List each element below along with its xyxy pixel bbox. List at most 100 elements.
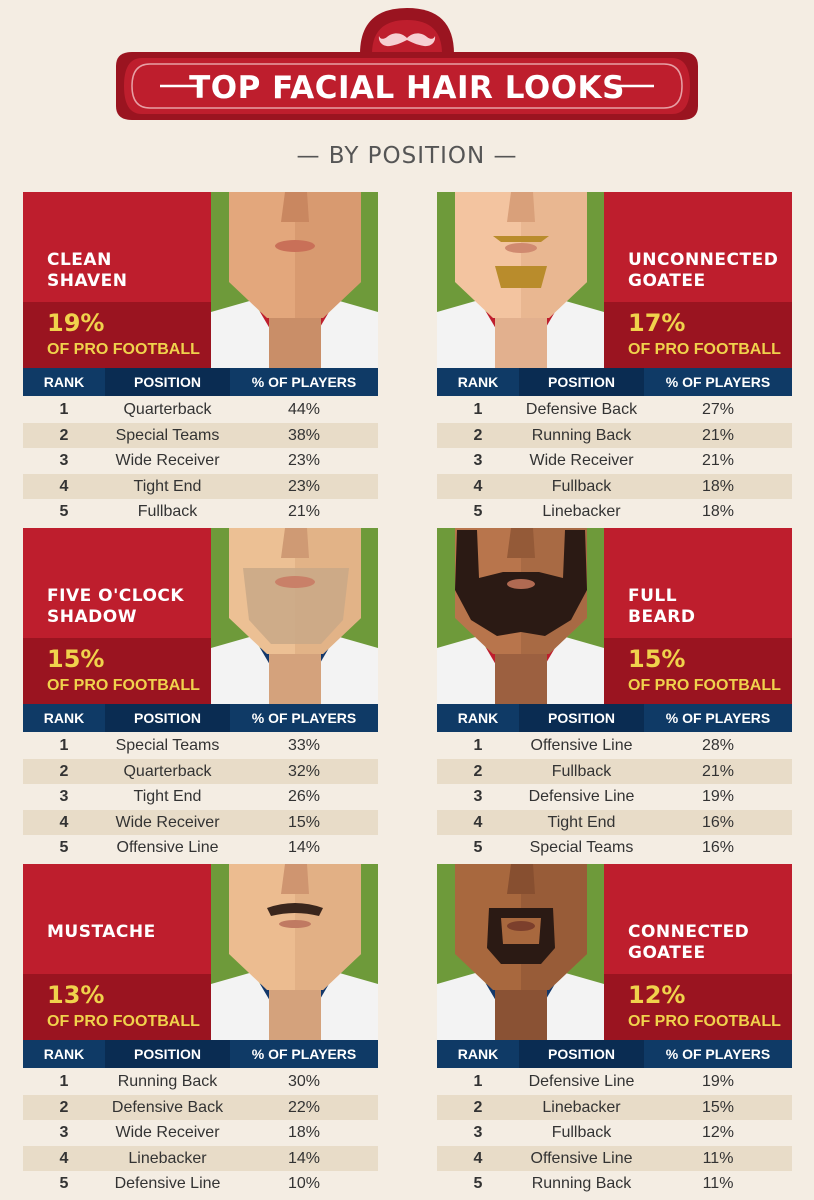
- table-row: 4 Offensive Line 11%: [437, 1145, 792, 1172]
- cell-pct: 12%: [701, 1124, 735, 1142]
- cell-rank: 4: [59, 813, 69, 831]
- cell-pct: 38%: [287, 426, 321, 444]
- cell-rank: 4: [59, 477, 69, 495]
- table-header: RANK POSITION % OF PLAYERS: [23, 1040, 378, 1068]
- table-header: RANK POSITION % OF PLAYERS: [437, 704, 792, 732]
- cell-position: Running Back: [531, 426, 632, 444]
- table-row: 5 Fullback 21%: [23, 499, 378, 525]
- cell-rank: 5: [473, 1175, 483, 1193]
- table-row: 1 Special Teams 33%: [23, 733, 378, 759]
- cell-rank: 2: [473, 1098, 483, 1116]
- cell-position: Linebacker: [128, 1149, 207, 1167]
- header-pct: % OF PLAYERS: [644, 704, 792, 732]
- cell-pct: 19%: [701, 788, 735, 806]
- cell-pct: 33%: [287, 737, 321, 754]
- table-row: 4 Tight End 16%: [437, 809, 792, 836]
- header-position: POSITION: [519, 704, 644, 732]
- ranking-table: 1 Defensive Line 19% 2 Linebacker 15% 3 Fullb…: [437, 1069, 792, 1197]
- style-percent: 13%: [47, 981, 105, 1009]
- page-title: TOP FACIAL HAIR LOOKS: [189, 70, 625, 106]
- table-row: 4 Wide Receiver 15%: [23, 809, 378, 836]
- table-row: 4 Linebacker 14%: [23, 1145, 378, 1172]
- cell-pct: 21%: [701, 452, 735, 470]
- cell-pct: 27%: [701, 401, 735, 418]
- cell-position: Fullback: [551, 1124, 612, 1142]
- style-percent: 17%: [628, 309, 686, 337]
- style-percent: 19%: [47, 309, 105, 337]
- cell-position: Special Teams: [115, 737, 220, 754]
- cell-rank: 5: [473, 839, 483, 857]
- cell-pct: 16%: [701, 813, 735, 831]
- connected-goatee-face-illustration: [437, 864, 604, 1040]
- cell-pct: 21%: [701, 762, 735, 780]
- table-row: 3 Wide Receiver 21%: [437, 448, 792, 474]
- card-hero: CLEAN SHAVEN 19% OF PRO FOOTBALL: [23, 192, 378, 368]
- cell-pct: 15%: [701, 1098, 735, 1116]
- pct-of-pro-label: OF PRO FOOTBALL: [628, 1013, 781, 1030]
- card-hero: FULL BEARD 15% OF PRO FOOTBALL: [437, 528, 792, 704]
- table-header: RANK POSITION % OF PLAYERS: [23, 368, 378, 396]
- ranking-table: 1 Quarterback 44% 2 Special Teams 38% 3 Wide …: [23, 397, 378, 525]
- cell-pct: 14%: [287, 1149, 321, 1167]
- table-row: 1 Quarterback 44%: [23, 397, 378, 423]
- cell-rank: 3: [473, 788, 483, 806]
- header-rank: RANK: [23, 368, 105, 396]
- cell-position: Linebacker: [542, 503, 621, 521]
- table-row: 2 Fullback 21%: [437, 758, 792, 785]
- cell-position: Fullback: [137, 503, 198, 521]
- table-row: 1 Running Back 30%: [23, 1069, 378, 1095]
- cell-pct: 28%: [701, 737, 735, 754]
- cell-pct: 11%: [702, 1175, 734, 1193]
- cell-pct: 23%: [287, 477, 321, 495]
- table-row: 2 Special Teams 38%: [23, 422, 378, 449]
- table-row: 2 Running Back 21%: [437, 422, 792, 449]
- header-rank: RANK: [437, 704, 519, 732]
- cell-position: Tight End: [133, 477, 202, 495]
- cell-position: Special Teams: [115, 426, 220, 444]
- cell-pct: 11%: [702, 1149, 734, 1167]
- ranking-table: 1 Running Back 30% 2 Defensive Back 22% 3 Wid…: [23, 1069, 378, 1197]
- mustache-icon: [378, 33, 436, 47]
- table-header: RANK POSITION % OF PLAYERS: [437, 368, 792, 396]
- card-clean-shaven: CLEAN SHAVEN 19% OF PRO FOOTBALL RANK PO…: [23, 192, 378, 528]
- cell-pct: 21%: [287, 503, 321, 521]
- table-row: 2 Linebacker 15%: [437, 1094, 792, 1121]
- table-header: RANK POSITION % OF PLAYERS: [437, 1040, 792, 1068]
- cell-position: Wide Receiver: [529, 452, 634, 470]
- cell-position: Tight End: [133, 788, 202, 806]
- header-rank: RANK: [437, 1040, 519, 1068]
- ranking-table: 1 Defensive Back 27% 2 Running Back 21% 3 Wid…: [437, 397, 792, 525]
- unconnected-goatee-face-illustration: [437, 192, 604, 368]
- cell-rank: 5: [59, 1175, 69, 1193]
- header-position: POSITION: [105, 368, 230, 396]
- cell-rank: 4: [473, 1149, 483, 1167]
- table-row: 3 Wide Receiver 18%: [23, 1120, 378, 1146]
- cell-pct: 26%: [287, 788, 321, 806]
- header-pct: % OF PLAYERS: [230, 368, 378, 396]
- header-rank: RANK: [23, 1040, 105, 1068]
- cell-rank: 2: [59, 762, 69, 780]
- cell-rank: 3: [473, 452, 483, 470]
- cell-rank: 2: [59, 426, 69, 444]
- cell-pct: 10%: [287, 1175, 321, 1193]
- header-position: POSITION: [105, 1040, 230, 1068]
- ranking-table: 1 Offensive Line 28% 2 Fullback 21% 3 Defensi…: [437, 733, 792, 861]
- table-row: 2 Defensive Back 22%: [23, 1094, 378, 1121]
- cell-pct: 22%: [287, 1098, 321, 1116]
- card-full-beard: FULL BEARD 15% OF PRO FOOTBALL RANK POSI…: [437, 528, 792, 864]
- card-connected-goatee: CONNECTED GOATEE 12% OF PRO FOOTBALL RAN…: [437, 864, 792, 1200]
- cell-position: Wide Receiver: [115, 1124, 220, 1142]
- clean-shaven-face-illustration: [211, 192, 378, 368]
- cell-pct: 18%: [701, 503, 735, 521]
- pct-of-pro-label: OF PRO FOOTBALL: [628, 677, 781, 694]
- table-row: 3 Fullback 12%: [437, 1120, 792, 1146]
- header-pct: % OF PLAYERS: [230, 1040, 378, 1068]
- cell-rank: 2: [473, 426, 483, 444]
- cell-rank: 5: [59, 839, 69, 857]
- style-name: MUSTACHE: [47, 922, 156, 942]
- cell-pct: 21%: [701, 426, 735, 444]
- cell-position: Running Back: [531, 1175, 632, 1193]
- cell-position: Defensive Line: [114, 1175, 221, 1193]
- cell-rank: 3: [59, 1124, 69, 1142]
- cell-pct: 23%: [287, 452, 321, 470]
